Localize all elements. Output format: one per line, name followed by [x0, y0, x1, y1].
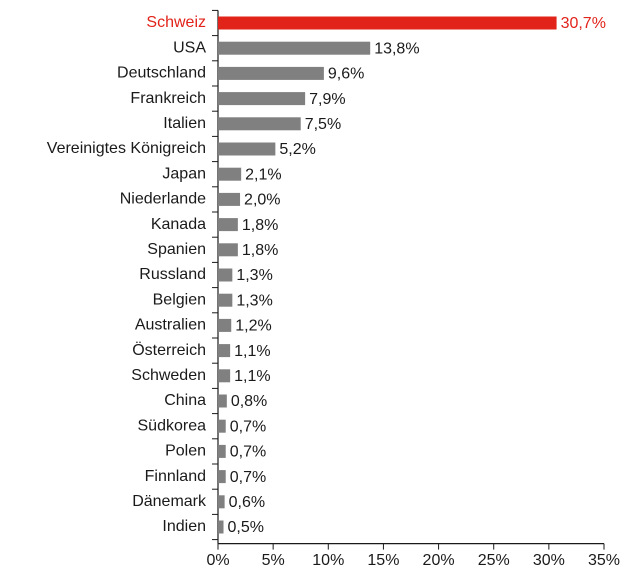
- value-label: 0,7%: [230, 469, 266, 486]
- value-label: 13,8%: [374, 40, 419, 57]
- bar: [218, 41, 371, 55]
- value-label: 2,0%: [244, 192, 280, 209]
- x-tick-label: 25%: [478, 552, 510, 569]
- value-label: 0,6%: [229, 494, 265, 511]
- value-label: 1,1%: [234, 343, 270, 360]
- value-label: 5,2%: [279, 141, 315, 158]
- category-label: Finnland: [145, 468, 206, 485]
- category-label: Vereinigtes Königreich: [47, 140, 206, 157]
- bar: [218, 218, 238, 232]
- bar: [218, 470, 226, 484]
- bar: [218, 444, 226, 458]
- category-label: Südkorea: [138, 417, 207, 434]
- bar: [218, 142, 276, 156]
- bar: [218, 419, 226, 433]
- category-label: Schweiz: [146, 14, 206, 31]
- value-label: 0,7%: [230, 444, 266, 461]
- value-label: 0,8%: [231, 393, 267, 410]
- bar: [218, 92, 306, 106]
- category-label: Russland: [139, 266, 206, 283]
- value-label: 1,8%: [242, 242, 278, 259]
- category-label: USA: [173, 39, 206, 56]
- value-label: 1,8%: [242, 217, 278, 234]
- value-label: 2,1%: [245, 166, 281, 183]
- category-label: Österreich: [132, 341, 206, 359]
- category-label: China: [164, 392, 206, 409]
- bar: [218, 192, 241, 206]
- value-label: 7,9%: [309, 91, 345, 108]
- x-tick-label: 5%: [262, 552, 285, 569]
- bar: [218, 318, 232, 332]
- x-tick-label: 20%: [423, 552, 455, 569]
- bar: [218, 243, 238, 257]
- category-label: Indien: [162, 518, 206, 535]
- category-label: Frankreich: [130, 90, 206, 107]
- category-label: Japan: [162, 165, 206, 182]
- category-label: Italien: [163, 115, 206, 132]
- category-label: Schweden: [131, 367, 206, 384]
- bar: [218, 369, 231, 383]
- value-label: 7,5%: [305, 116, 341, 133]
- bar: [218, 293, 233, 307]
- value-label: 30,7%: [561, 15, 606, 32]
- category-label: Dänemark: [132, 493, 207, 510]
- value-label: 1,2%: [235, 318, 271, 335]
- bar: [218, 167, 242, 181]
- x-tick-label: 15%: [367, 552, 399, 569]
- category-label: Australien: [135, 317, 206, 334]
- x-tick-label: 10%: [312, 552, 344, 569]
- value-label: 1,3%: [236, 292, 272, 309]
- bar: [218, 268, 233, 282]
- value-label: 0,7%: [230, 418, 266, 435]
- category-label: Polen: [165, 443, 206, 460]
- value-label: 9,6%: [328, 66, 364, 83]
- value-label: 0,5%: [228, 519, 264, 536]
- category-label: Belgien: [153, 291, 206, 308]
- bar: [218, 394, 227, 408]
- value-label: 1,1%: [234, 368, 270, 385]
- category-label: Niederlande: [120, 191, 206, 208]
- category-label: Deutschland: [117, 65, 206, 82]
- bar: [218, 344, 231, 358]
- x-tick-label: 0%: [206, 552, 229, 569]
- category-label: Kanada: [151, 216, 206, 233]
- x-tick-label: 30%: [533, 552, 565, 569]
- x-tick-label: 35%: [588, 552, 620, 569]
- bar: [218, 117, 301, 131]
- category-label: Spanien: [147, 241, 206, 258]
- bar: [218, 66, 324, 80]
- bar: [218, 16, 557, 30]
- value-label: 1,3%: [236, 267, 272, 284]
- bar: [218, 495, 225, 509]
- bar: [218, 520, 224, 534]
